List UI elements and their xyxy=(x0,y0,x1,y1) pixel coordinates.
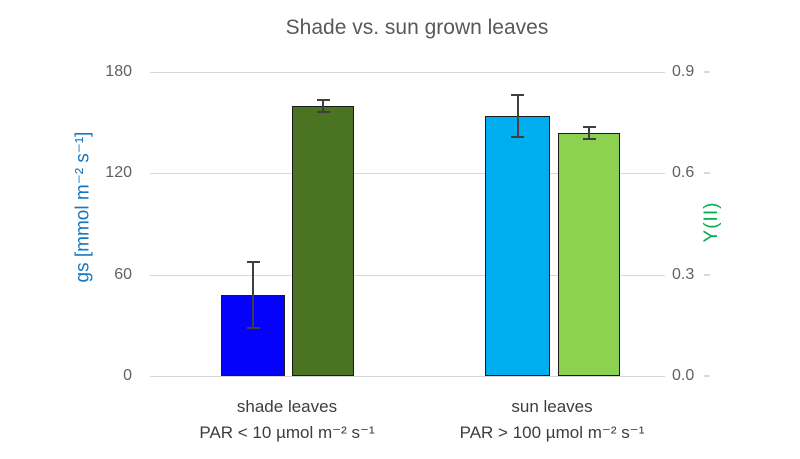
right-axis-tick-03: 0.3 xyxy=(672,266,695,283)
right-axis-tick-00: 0.0 xyxy=(672,367,695,384)
plot-area xyxy=(150,72,665,377)
error-bar-yii-sun xyxy=(582,126,596,140)
right-axis-tick-mark xyxy=(704,375,710,377)
left-axis-tick-180: 180 xyxy=(105,63,132,80)
gridline xyxy=(150,274,665,276)
left-axis-tick-0: 0 xyxy=(123,367,132,384)
category-shade-line2: PAR < 10 µmol m⁻² s⁻¹ xyxy=(199,423,375,442)
category-sun-line2: PAR > 100 µmol m⁻² s⁻¹ xyxy=(459,423,645,442)
chart-title: Shade vs. sun grown leaves xyxy=(285,16,549,39)
bar-gs-sun xyxy=(485,115,550,376)
category-label-shade: shade leaves PAR < 10 µmol m⁻² s⁻¹ xyxy=(199,394,374,446)
category-label-sun: sun leaves PAR > 100 µmol m⁻² s⁻¹ xyxy=(460,394,645,446)
gridline xyxy=(150,376,665,377)
error-bar-gs-sun xyxy=(511,93,524,138)
category-shade-line1: shade leaves xyxy=(236,397,338,416)
left-axis-title: gs [mmol m⁻² s⁻¹] xyxy=(72,131,94,283)
right-axis-tick-09: 0.9 xyxy=(672,63,695,80)
bar-yii-sun xyxy=(558,132,620,376)
error-bar-yii-shade xyxy=(316,99,330,113)
error-bar-gs-shade xyxy=(246,261,260,329)
left-axis-tick-120: 120 xyxy=(105,164,132,181)
right-axis-tick-mark xyxy=(704,274,710,276)
left-axis-tick-60: 60 xyxy=(114,266,132,283)
right-axis-title: Y(II) xyxy=(701,201,722,243)
bar-yii-shade xyxy=(292,105,354,376)
gridline xyxy=(150,72,665,73)
right-axis-tick-mark xyxy=(704,71,710,73)
right-axis-tick-mark xyxy=(704,172,710,174)
gridline xyxy=(150,173,665,175)
category-sun-line1: sun leaves xyxy=(511,397,593,416)
right-axis-tick-06: 0.6 xyxy=(672,164,695,181)
